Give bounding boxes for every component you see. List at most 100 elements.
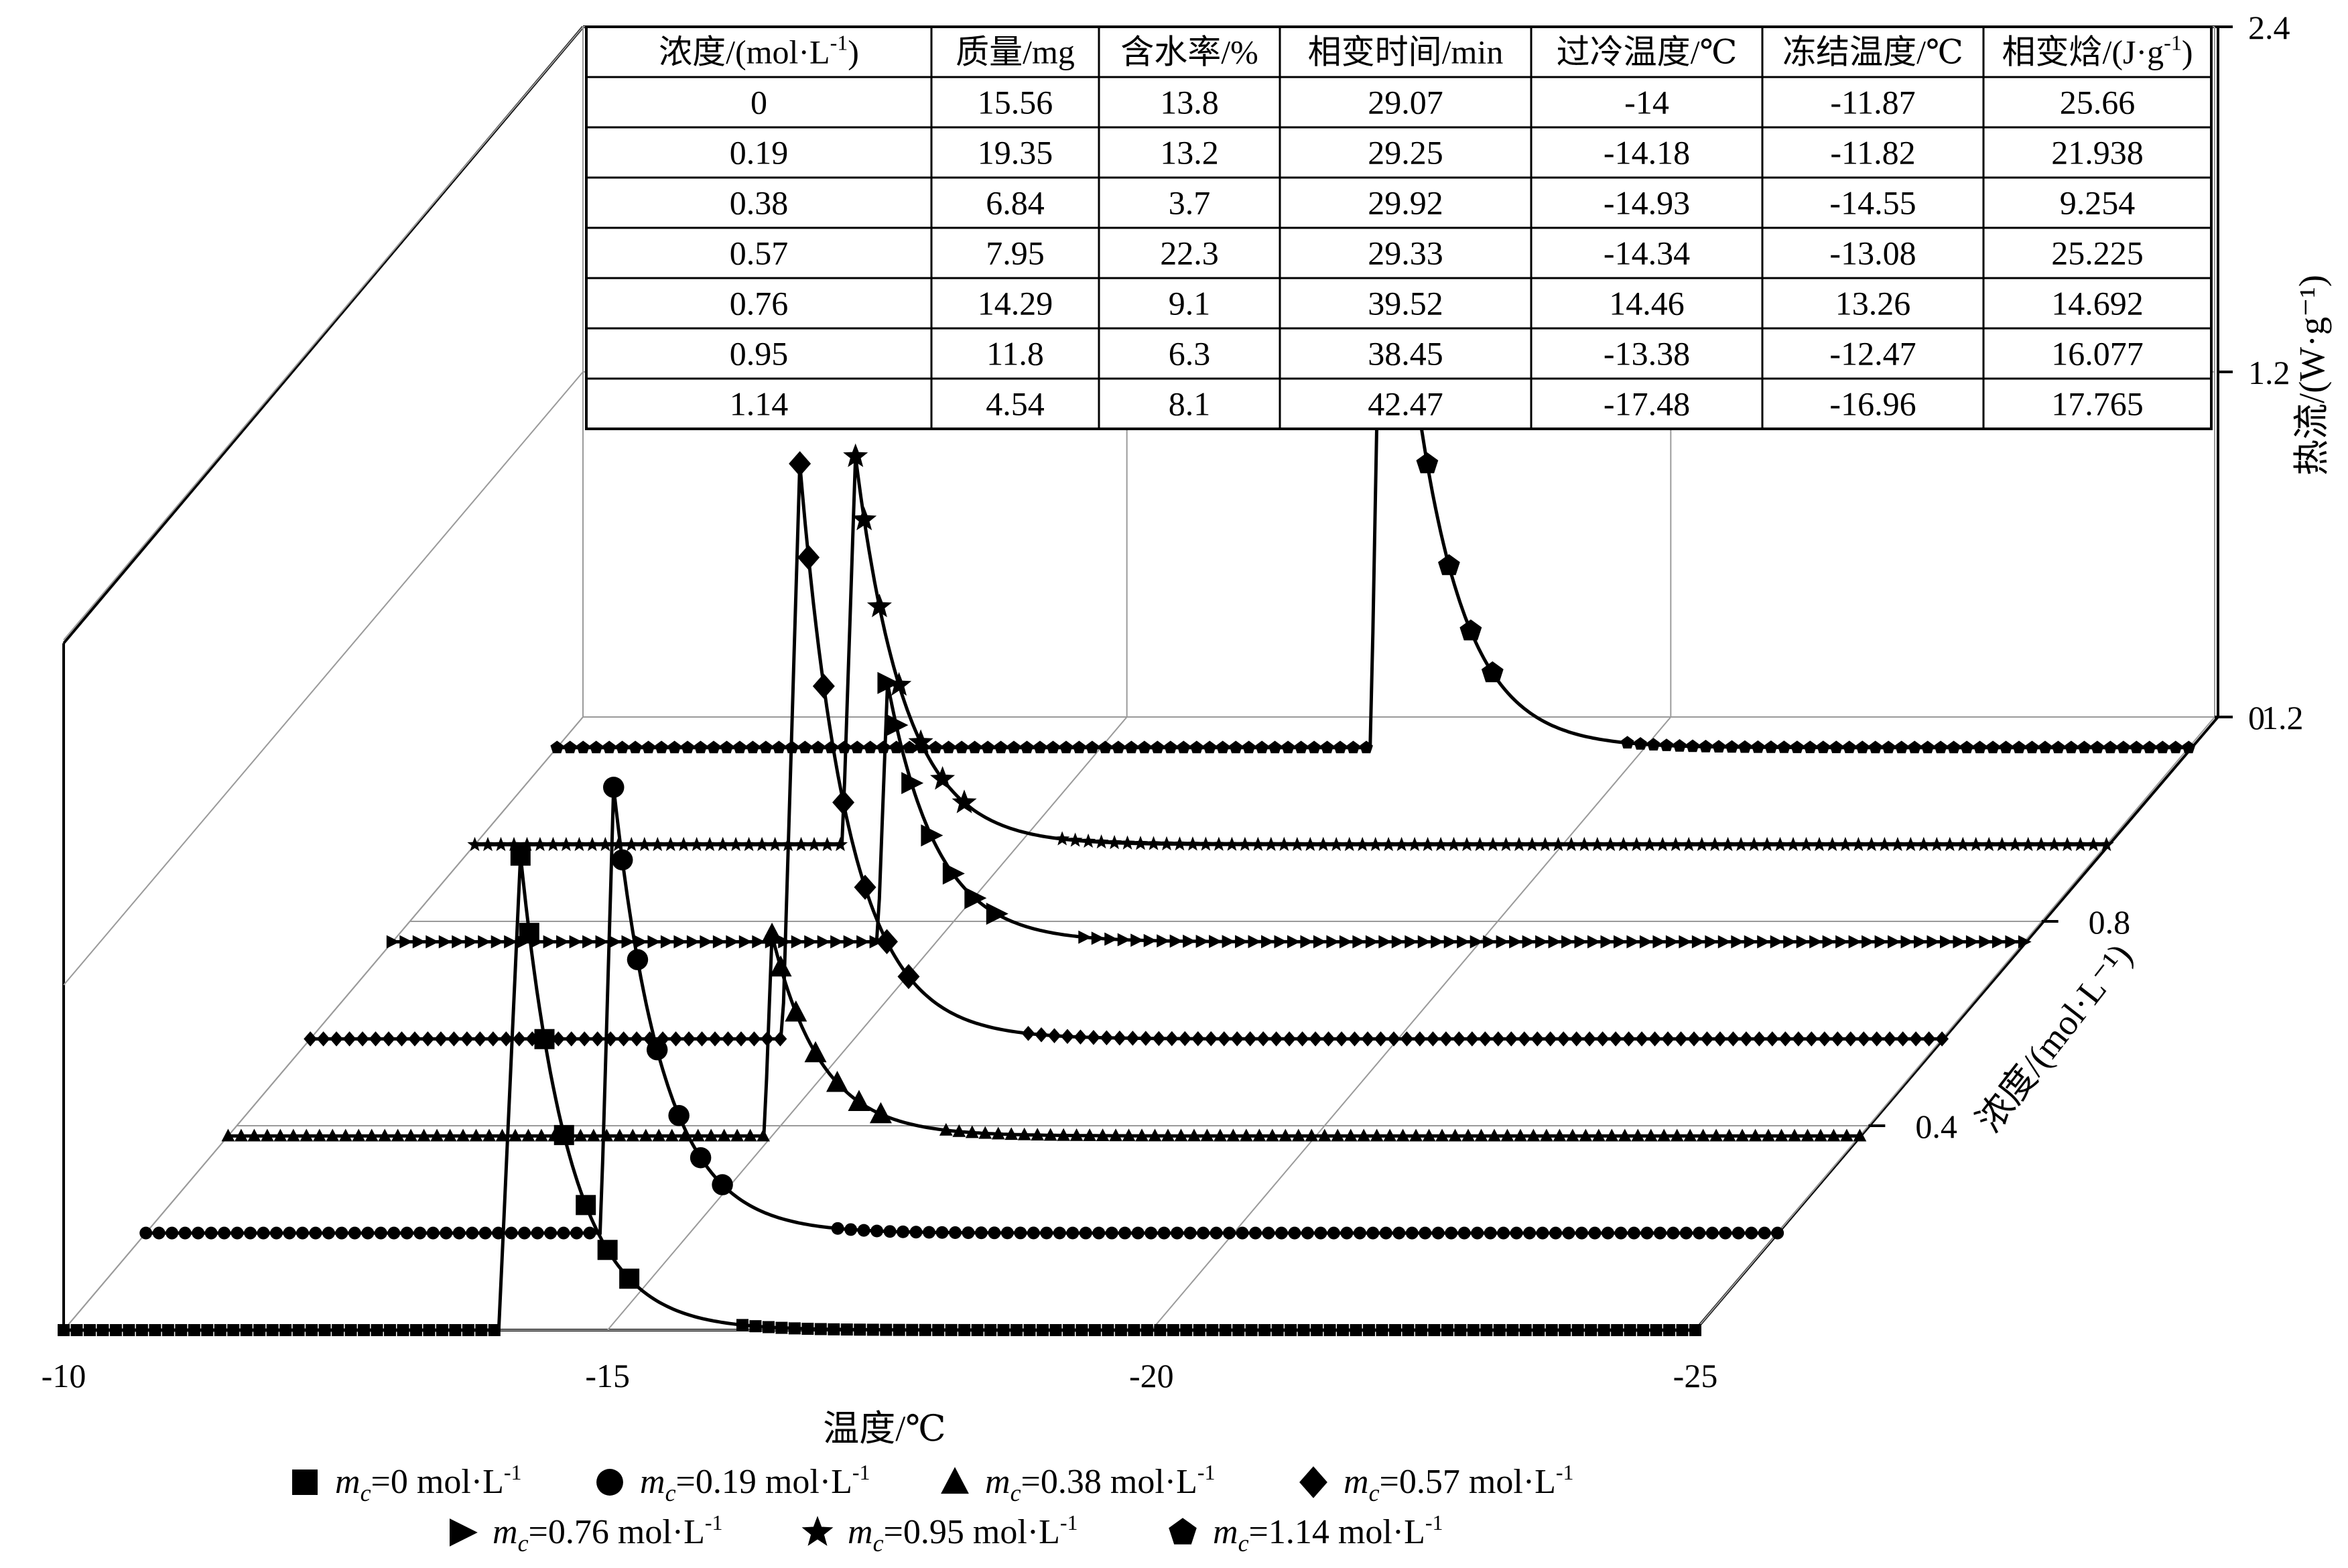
series-marker: [1611, 1324, 1624, 1336]
series-marker: [1851, 836, 1866, 852]
series-marker: [624, 836, 639, 852]
series-marker: [488, 1324, 501, 1336]
series-marker: [602, 777, 625, 798]
series-marker: [283, 1226, 296, 1240]
series-marker: [96, 1324, 109, 1336]
series-marker: [1731, 935, 1745, 949]
legend-item: mc=0.76 mol·L-1: [450, 1510, 723, 1557]
series-marker: [608, 935, 622, 949]
series-marker: [1183, 1226, 1197, 1240]
series-marker: [1431, 935, 1445, 949]
series-circle: [139, 777, 1784, 1240]
z-tick-label: 1.2: [2248, 354, 2290, 391]
series-marker: [348, 1226, 361, 1240]
series-marker: [312, 1128, 326, 1142]
series-marker: [1965, 935, 1979, 949]
series-marker: [1955, 836, 1971, 852]
table-cell: 9.1: [1169, 285, 1211, 322]
table-cell: -12.47: [1829, 335, 1916, 373]
series-marker: [1252, 1128, 1266, 1142]
legend-label: mc=0.38 mol·L-1: [985, 1460, 1216, 1506]
y-axis-title: 浓度/(mol·L⁻¹): [1969, 936, 2140, 1140]
series-marker: [720, 740, 734, 754]
series-marker: [371, 1324, 383, 1336]
table-cell: -13.38: [1604, 335, 1690, 373]
series-marker: [1355, 836, 1370, 852]
series-marker: [875, 929, 898, 955]
table-cell: 4.54: [986, 385, 1045, 423]
series-marker: [1618, 1128, 1632, 1142]
series-marker: [1609, 1031, 1623, 1047]
series-marker: [1112, 740, 1125, 754]
series-marker: [1047, 1028, 1061, 1043]
series-marker: [1999, 740, 2013, 754]
table-cell: -11.82: [1830, 134, 1915, 172]
series-marker: [647, 935, 661, 949]
series-marker: [1862, 935, 1875, 949]
series-marker: [521, 1128, 535, 1142]
series-marker: [863, 740, 877, 754]
series-marker: [1713, 1031, 1727, 1047]
series-marker: [1758, 1226, 1771, 1240]
series-marker: [482, 1128, 496, 1142]
series-marker: [908, 729, 933, 753]
series-marker: [1327, 1226, 1340, 1240]
series-marker: [1211, 836, 1226, 851]
series-marker: [1817, 740, 1830, 753]
series-marker: [639, 1128, 653, 1142]
table-cell: -14.55: [1829, 184, 1916, 222]
series-marker: [426, 935, 440, 949]
series-marker: [1353, 1226, 1366, 1240]
series-marker: [1635, 1031, 1648, 1047]
series-marker: [897, 964, 920, 990]
series-marker: [2073, 836, 2088, 852]
series-marker: [958, 1323, 971, 1336]
series-marker: [1752, 1031, 1766, 1047]
series-marker: [811, 740, 825, 754]
series-marker: [512, 1031, 526, 1047]
series-marker: [1088, 1323, 1101, 1336]
series-marker: [426, 1226, 440, 1240]
series-marker: [689, 836, 704, 852]
z-tick-label: 2.4: [2248, 9, 2290, 46]
series-marker: [1526, 1128, 1541, 1142]
series-marker: [1896, 1031, 1910, 1047]
grid-x-floor: [606, 716, 1128, 1331]
series-marker: [1287, 935, 1301, 949]
series-marker: [1297, 1323, 1310, 1336]
table-cell: 21.938: [2051, 134, 2144, 172]
series-marker: [1744, 935, 1758, 949]
series-marker: [493, 836, 509, 852]
series-marker: [1595, 1031, 1610, 1047]
series-marker: [1263, 836, 1279, 851]
series-marker: [650, 836, 665, 852]
series-marker: [1536, 1226, 1549, 1240]
series-marker: [1301, 1226, 1314, 1240]
series-marker: [83, 1324, 96, 1336]
series-marker: [391, 1128, 405, 1142]
x-tick-label: -25: [1673, 1357, 1718, 1394]
series-marker: [1674, 1031, 1688, 1047]
series-marker: [1187, 1128, 1201, 1142]
series-marker: [1759, 836, 1775, 852]
series-marker: [1569, 1031, 1583, 1047]
series-marker: [1265, 1128, 1279, 1142]
series-marker: [930, 766, 956, 790]
series-marker: [1644, 1128, 1658, 1142]
series-marker: [903, 740, 917, 754]
series-marker: [1519, 1324, 1532, 1336]
series-marker: [1249, 1226, 1262, 1240]
series-marker: [1120, 835, 1135, 850]
series-marker: [1500, 1128, 1514, 1142]
series-marker: [532, 836, 548, 852]
series-marker: [909, 1226, 923, 1239]
series-marker: [857, 1224, 870, 1237]
series-marker: [534, 1029, 555, 1049]
series-marker: [1655, 836, 1671, 852]
series-marker: [929, 740, 942, 754]
series-marker: [1268, 740, 1282, 754]
series-marker: [831, 1222, 844, 1235]
x-axis-title: 温度/℃: [823, 1409, 945, 1449]
series-marker: [1626, 935, 1640, 949]
